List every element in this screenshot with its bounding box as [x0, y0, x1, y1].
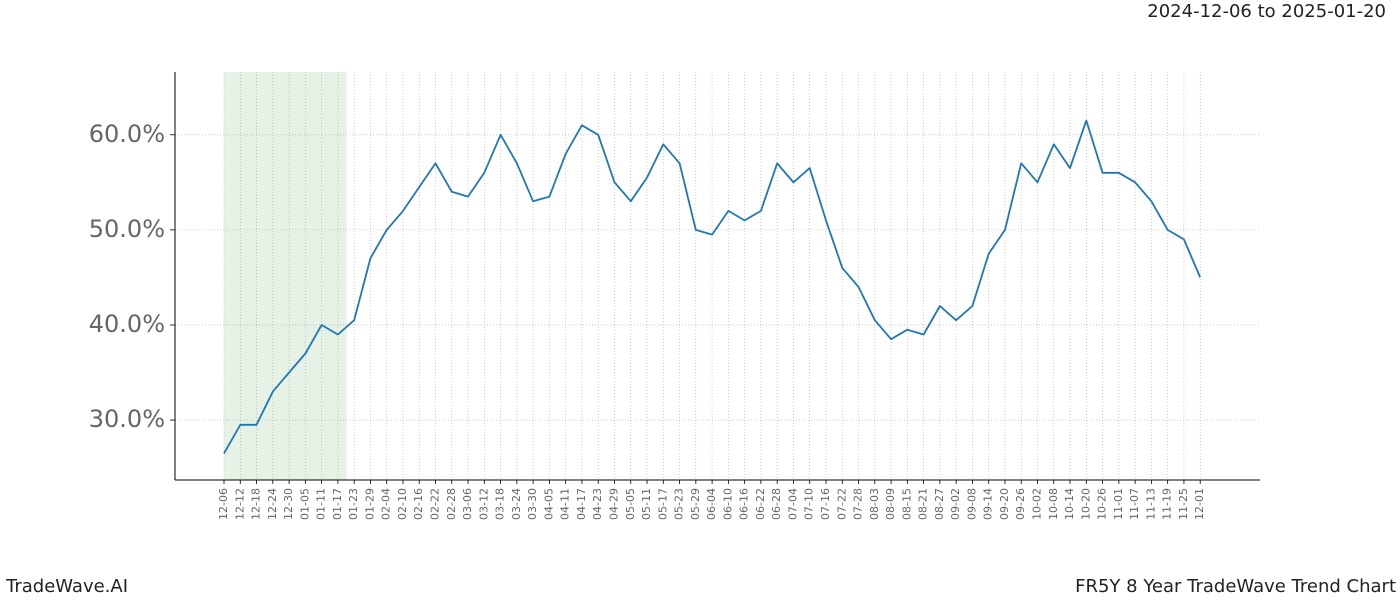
x-tick-label: 08-27 — [933, 488, 946, 520]
x-tick-label: 01-05 — [298, 488, 311, 520]
x-tick-label: 10-02 — [1031, 488, 1044, 520]
x-tick-label: 03-06 — [461, 488, 474, 520]
x-tick-label: 01-17 — [331, 488, 344, 520]
x-tick-label: 07-16 — [819, 488, 832, 520]
x-tick-label: 11-01 — [1112, 488, 1125, 520]
x-tick-label: 07-10 — [803, 488, 816, 520]
x-tick-label: 02-28 — [445, 488, 458, 520]
x-tick-label: 03-30 — [526, 488, 539, 520]
x-tick-label: 11-19 — [1161, 488, 1174, 520]
x-tick-label: 09-02 — [949, 488, 962, 520]
x-tick-label: 03-24 — [510, 488, 523, 520]
x-tick-label: 03-18 — [494, 488, 507, 520]
x-tick-label: 05-29 — [689, 488, 702, 520]
x-tick-label: 02-22 — [429, 488, 442, 520]
x-tick-label: 12-30 — [282, 488, 295, 520]
x-tick-label: 09-14 — [982, 488, 995, 520]
x-tick-label: 04-05 — [542, 488, 555, 520]
x-tick-label: 09-08 — [965, 488, 978, 520]
x-tick-label: 12-24 — [266, 488, 279, 520]
x-tick-label: 10-26 — [1096, 488, 1109, 520]
x-tick-label: 11-25 — [1177, 488, 1190, 520]
highlight-window — [224, 72, 347, 480]
x-tick-label: 08-09 — [884, 488, 897, 520]
y-tick-label: 40.0% — [89, 310, 165, 338]
x-tick-label: 05-11 — [640, 488, 653, 520]
x-tick-label: 04-29 — [607, 488, 620, 520]
footer-right: FR5Y 8 Year TradeWave Trend Chart — [1075, 576, 1396, 597]
x-tick-label: 03-12 — [477, 488, 490, 520]
footer-left: TradeWave.AI — [5, 576, 128, 597]
x-tick-label: 08-15 — [900, 488, 913, 520]
x-tick-label: 07-28 — [852, 488, 865, 520]
x-tick-label: 12-06 — [217, 488, 230, 520]
y-tick-label: 50.0% — [89, 215, 165, 243]
x-tick-label: 06-10 — [721, 488, 734, 520]
x-tick-label: 06-04 — [705, 488, 718, 520]
x-tick-label: 08-21 — [917, 488, 930, 520]
x-tick-label: 02-16 — [412, 488, 425, 520]
chart-title: 2024-12-06 to 2025-01-20 — [1147, 1, 1386, 22]
x-tick-label: 07-04 — [786, 488, 799, 520]
x-tick-label: 09-26 — [1014, 488, 1027, 520]
x-tick-label: 04-17 — [575, 488, 588, 520]
x-tick-label: 04-11 — [559, 488, 572, 520]
x-tick-label: 06-22 — [754, 488, 767, 520]
x-tick-label: 06-16 — [738, 488, 751, 520]
x-tick-label: 09-20 — [998, 488, 1011, 520]
x-tick-label: 05-05 — [624, 488, 637, 520]
x-tick-label: 11-13 — [1144, 488, 1157, 520]
trend-line — [223, 119, 1202, 454]
x-tick-label: 06-28 — [770, 488, 783, 520]
x-tick-label: 08-03 — [868, 488, 881, 520]
x-tick-label: 01-23 — [347, 488, 360, 520]
x-tick-label: 10-20 — [1079, 488, 1092, 520]
x-tick-label: 02-04 — [380, 488, 393, 520]
x-tick-label: 05-17 — [656, 488, 669, 520]
x-tick-label: 01-29 — [363, 488, 376, 520]
x-tick-label: 10-08 — [1047, 488, 1060, 520]
x-tick-label: 05-23 — [673, 488, 686, 520]
x-tick-label: 02-10 — [396, 488, 409, 520]
x-tick-label: 12-18 — [250, 488, 263, 520]
x-tick-label: 10-14 — [1063, 488, 1076, 520]
x-tick-label: 07-22 — [835, 488, 848, 520]
x-tick-label: 12-01 — [1193, 488, 1206, 520]
x-tick-label: 04-23 — [591, 488, 604, 520]
x-tick-label: 12-12 — [233, 488, 246, 520]
y-tick-label: 30.0% — [89, 405, 165, 433]
y-tick-label: 60.0% — [89, 120, 165, 148]
x-tick-label: 01-11 — [315, 488, 328, 520]
x-tick-label: 11-07 — [1128, 488, 1141, 520]
